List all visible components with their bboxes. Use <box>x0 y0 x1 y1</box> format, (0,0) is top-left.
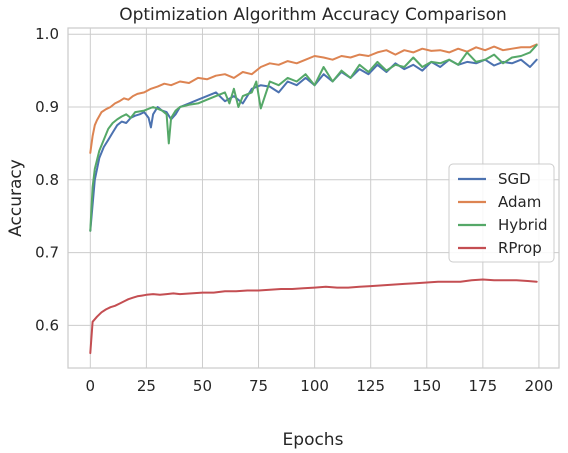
y-tick-label: 0.6 <box>35 316 59 334</box>
y-tick-label: 0.9 <box>35 98 59 116</box>
x-tick-label: 75 <box>249 377 268 395</box>
series-layer <box>89 43 538 355</box>
series-line-rprop <box>89 278 538 355</box>
legend-label-hybrid: Hybrid <box>498 216 548 234</box>
y-tick-label: 0.8 <box>35 171 59 189</box>
x-tick-label: 100 <box>300 377 329 395</box>
legend-box <box>448 163 555 263</box>
y-tick-label: 1.0 <box>35 25 59 43</box>
x-tick-label: 0 <box>86 377 96 395</box>
x-tick-label: 200 <box>525 377 554 395</box>
legend-label-rprop: RProp <box>498 239 542 257</box>
y-tick-label: 0.7 <box>35 244 59 262</box>
series-line-adam <box>89 43 538 154</box>
x-axis-label: Epochs <box>283 430 344 450</box>
series-line-hybrid <box>89 44 538 232</box>
x-tick-label: 175 <box>469 377 498 395</box>
tick-layer: 0 25 50 75 100 125 150 175 200 0.6 0.7 0.8 0.9 1.0 <box>35 25 553 395</box>
legend-label-sgd: SGD <box>498 170 531 188</box>
y-axis-label: Accuracy <box>6 159 26 237</box>
legend-label-adam: Adam <box>498 193 541 211</box>
grid-layer <box>68 28 559 368</box>
x-tick-label: 50 <box>193 377 212 395</box>
chart-title: Optimization Algorithm Accuracy Comparis… <box>119 5 507 25</box>
x-tick-label: 25 <box>137 377 156 395</box>
legend: SGD Adam Hybrid RProp <box>448 163 555 263</box>
plot-frame <box>67 27 560 369</box>
x-tick-label: 125 <box>356 377 385 395</box>
x-tick-label: 150 <box>412 377 441 395</box>
